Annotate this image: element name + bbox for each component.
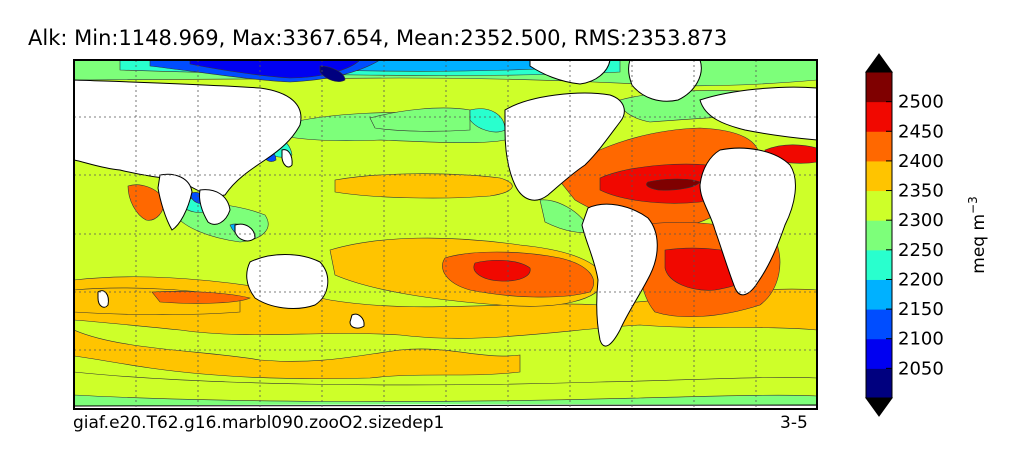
land-australia — [246, 254, 329, 310]
colorbar-band — [866, 131, 892, 162]
colorbar-band — [866, 101, 892, 132]
colorbar-band — [866, 249, 892, 280]
colorbar-bands — [865, 53, 893, 417]
land-eurasia-west — [699, 86, 817, 141]
land — [74, 60, 817, 409]
colorbar-tick-label: 2350 — [898, 181, 944, 202]
colorbar-tick-label: 2500 — [898, 92, 944, 113]
land-north-america — [504, 92, 625, 201]
colorbar-frame — [865, 71, 893, 399]
arctic-core — [189, 60, 361, 79]
land-africa — [699, 147, 796, 296]
southern-indian-band — [74, 329, 521, 379]
colorbar-tick-label: 2100 — [898, 329, 944, 350]
colorbar-over-arrow — [865, 53, 893, 73]
land-eurasia-east — [74, 79, 302, 197]
colorbar-band — [866, 220, 892, 251]
indian-ocean-core — [151, 291, 251, 304]
land-madagascar — [97, 290, 109, 308]
land-indochina — [199, 189, 231, 225]
colorbar-ticks: 2050 2100 2150 2200 2250 2300 2350 2400 2450 2500 — [886, 92, 944, 379]
colorbar-tick-label: 2050 — [898, 358, 944, 379]
land-borneo — [234, 223, 256, 242]
colorbar-band — [866, 338, 892, 369]
colorbar-band — [866, 190, 892, 221]
colorbar-band — [866, 160, 892, 192]
land-india — [157, 173, 193, 231]
colorbar-unit-label: meq m−3 — [966, 196, 989, 273]
gridlines — [74, 60, 817, 409]
colorbar-tick-label: 2450 — [898, 121, 944, 142]
land-south-america — [581, 203, 658, 347]
land-new-zealand — [349, 313, 365, 329]
colorbar-band — [866, 309, 892, 340]
colorbar-tick-label: 2150 — [898, 299, 944, 320]
plot-title: Alk: Min:1148.969, Max:3367.654, Mean:23… — [28, 26, 728, 50]
map-frame — [73, 59, 818, 410]
arctic-peak — [319, 65, 346, 82]
north-atlantic-peak — [646, 178, 701, 191]
colorbar-tick-label: 2400 — [898, 151, 944, 172]
colorbar-tick-label: 2250 — [898, 240, 944, 261]
south-pacific-peak — [473, 259, 531, 282]
colorbar-tick-label: 2300 — [898, 210, 944, 231]
colorbar-band — [866, 279, 892, 310]
land-japan — [281, 149, 293, 168]
depth-range-caption: 3-5 — [780, 413, 808, 433]
colorbar-band — [866, 368, 892, 399]
map-field — [74, 60, 817, 409]
north-pacific-band — [334, 173, 513, 199]
colorbar-under-arrow — [865, 397, 893, 417]
arabian-sea-band — [127, 184, 165, 221]
colorbar-band — [866, 72, 892, 103]
case-name-caption: giaf.e20.T62.g16.marbl090.zooO2.sizedep1 — [73, 413, 445, 433]
colorbar-tick-label: 2200 — [898, 269, 944, 290]
land-greenland — [628, 60, 702, 102]
